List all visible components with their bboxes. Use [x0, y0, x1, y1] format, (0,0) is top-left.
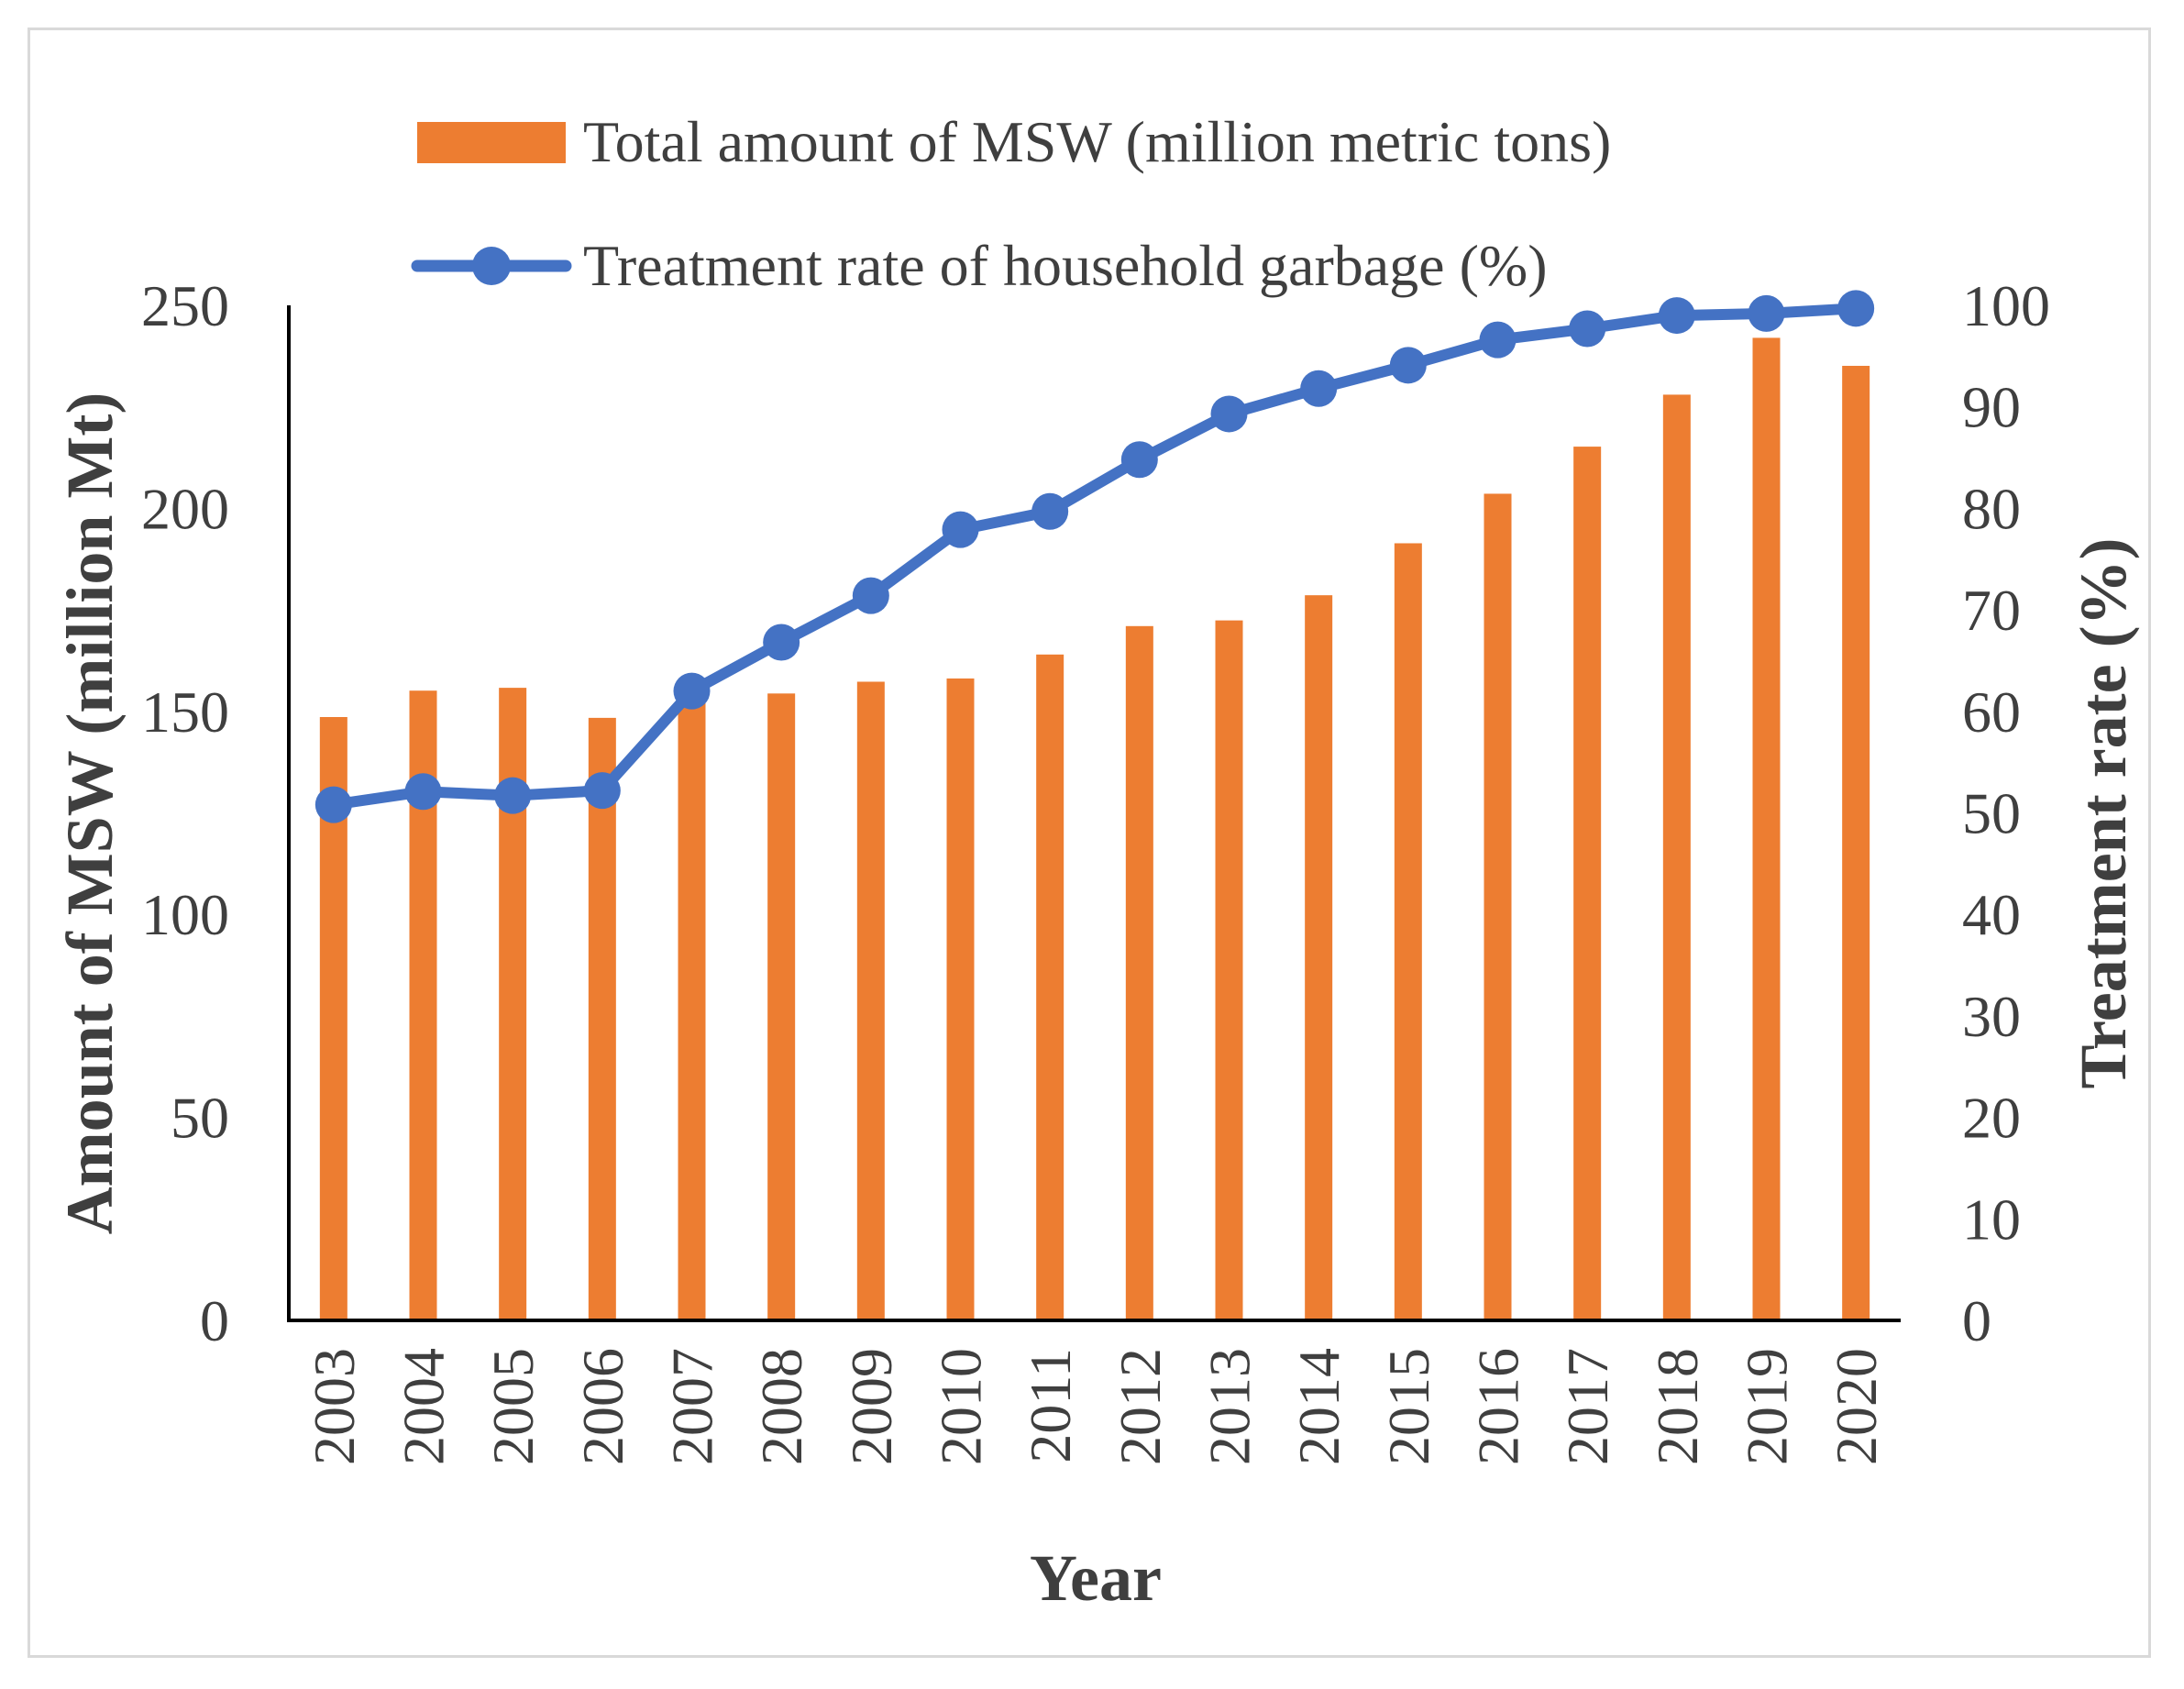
- x-tick-2020: 2020: [1824, 1348, 1889, 1465]
- bar-2011[interactable]: [1036, 654, 1064, 1320]
- bar-2012[interactable]: [1125, 625, 1153, 1320]
- point-2013[interactable]: [1210, 395, 1248, 433]
- point-2012[interactable]: [1120, 441, 1158, 479]
- x-ticks: 2003 2004 2005 2006 2007 2008 2009 2010 2011 2012…: [302, 1348, 1889, 1465]
- y2-tick-30: 30: [1962, 984, 2021, 1049]
- y2-tick-10: 10: [1962, 1187, 2021, 1252]
- bar-2013[interactable]: [1215, 620, 1243, 1320]
- x-tick-2015: 2015: [1376, 1348, 1441, 1465]
- x-tick-2012: 2012: [1108, 1348, 1173, 1465]
- x-tick-2013: 2013: [1197, 1348, 1263, 1465]
- point-2010[interactable]: [942, 511, 979, 548]
- bar-2007[interactable]: [678, 702, 706, 1320]
- x-tick-2018: 2018: [1645, 1348, 1710, 1465]
- x-axis-title: Year: [1030, 1541, 1162, 1615]
- line-series: [314, 290, 1875, 823]
- x-tick-2009: 2009: [839, 1348, 904, 1465]
- legend-bar-label: Total amount of MSW (million metric tons…: [583, 109, 1611, 174]
- point-2009[interactable]: [852, 577, 889, 614]
- bar-2019[interactable]: [1752, 337, 1781, 1320]
- x-tick-2019: 2019: [1735, 1348, 1800, 1465]
- y2-tick-0: 0: [1962, 1288, 1991, 1353]
- y2-tick-20: 20: [1962, 1086, 2021, 1151]
- bar-2014[interactable]: [1305, 595, 1333, 1320]
- point-2019[interactable]: [1748, 294, 1785, 332]
- x-tick-2010: 2010: [929, 1348, 994, 1465]
- legend-bar-swatch: [417, 122, 566, 163]
- y-tick-200: 200: [141, 476, 229, 541]
- point-2006[interactable]: [583, 772, 621, 810]
- bar-2015[interactable]: [1394, 543, 1422, 1320]
- bar-2016[interactable]: [1484, 493, 1512, 1320]
- y2-tick-100: 100: [1962, 273, 2050, 338]
- point-2014[interactable]: [1300, 370, 1338, 407]
- y-tick-50: 50: [171, 1086, 229, 1151]
- legend-line-label: Treatment rate of household garbage (%): [583, 233, 1548, 298]
- y-tick-100: 100: [141, 882, 229, 947]
- y2-tick-90: 90: [1962, 375, 2021, 440]
- point-2018[interactable]: [1658, 297, 1695, 335]
- point-2008[interactable]: [763, 624, 800, 661]
- bar-2010[interactable]: [946, 678, 975, 1320]
- point-2007[interactable]: [673, 672, 711, 710]
- treatment-rate-line: [327, 303, 1862, 811]
- legend: Total amount of MSW (million metric tons…: [411, 109, 1611, 298]
- x-tick-2008: 2008: [749, 1348, 814, 1465]
- bar-2020[interactable]: [1842, 365, 1870, 1321]
- x-tick-2005: 2005: [480, 1348, 546, 1465]
- y-axis-title: Amount of MSW (million Mt): [53, 392, 127, 1235]
- x-tick-2006: 2006: [570, 1348, 635, 1465]
- y2-tick-40: 40: [1962, 882, 2021, 947]
- y2-tick-70: 70: [1962, 578, 2021, 643]
- bar-2006[interactable]: [588, 717, 616, 1320]
- x-tick-2017: 2017: [1555, 1348, 1620, 1465]
- right-y-ticks: 0 10 20 30 40 50 60 70 80 90 100: [1962, 273, 2050, 1353]
- x-tick-2007: 2007: [660, 1348, 725, 1465]
- point-2011[interactable]: [1031, 492, 1069, 530]
- axes: [287, 305, 1901, 1322]
- y2-tick-80: 80: [1962, 476, 2021, 541]
- point-2016[interactable]: [1479, 321, 1517, 359]
- bar-2018[interactable]: [1662, 394, 1691, 1320]
- y2-axis-title: Treatment rate (%): [2067, 537, 2140, 1088]
- point-2015[interactable]: [1389, 347, 1427, 384]
- y2-tick-60: 60: [1962, 679, 2021, 745]
- bar-series: [319, 337, 1870, 1321]
- bar-2008[interactable]: [767, 693, 796, 1320]
- bar-2009[interactable]: [856, 681, 885, 1320]
- left-y-ticks: 0 50 100 150 200 250: [141, 273, 229, 1353]
- x-tick-2003: 2003: [302, 1348, 367, 1465]
- point-2004[interactable]: [404, 773, 442, 811]
- x-tick-2016: 2016: [1466, 1348, 1531, 1465]
- x-tick-2014: 2014: [1286, 1348, 1351, 1465]
- x-tick-2004: 2004: [392, 1348, 457, 1465]
- y2-tick-50: 50: [1962, 781, 2021, 846]
- legend-line-marker: [472, 247, 511, 285]
- y-tick-150: 150: [141, 679, 229, 745]
- y-tick-250: 250: [141, 273, 229, 338]
- bar-2017[interactable]: [1573, 447, 1602, 1321]
- x-tick-2011: 2011: [1018, 1348, 1083, 1463]
- point-2005[interactable]: [494, 777, 532, 814]
- chart-frame: [28, 28, 2151, 1658]
- legend-item-line[interactable]: Treatment rate of household garbage (%): [411, 233, 1548, 298]
- point-2003[interactable]: [314, 786, 352, 823]
- legend-item-bar[interactable]: Total amount of MSW (million metric tons…: [417, 109, 1611, 174]
- y-tick-0: 0: [200, 1288, 229, 1353]
- point-2017[interactable]: [1569, 310, 1606, 348]
- point-2020[interactable]: [1837, 290, 1875, 327]
